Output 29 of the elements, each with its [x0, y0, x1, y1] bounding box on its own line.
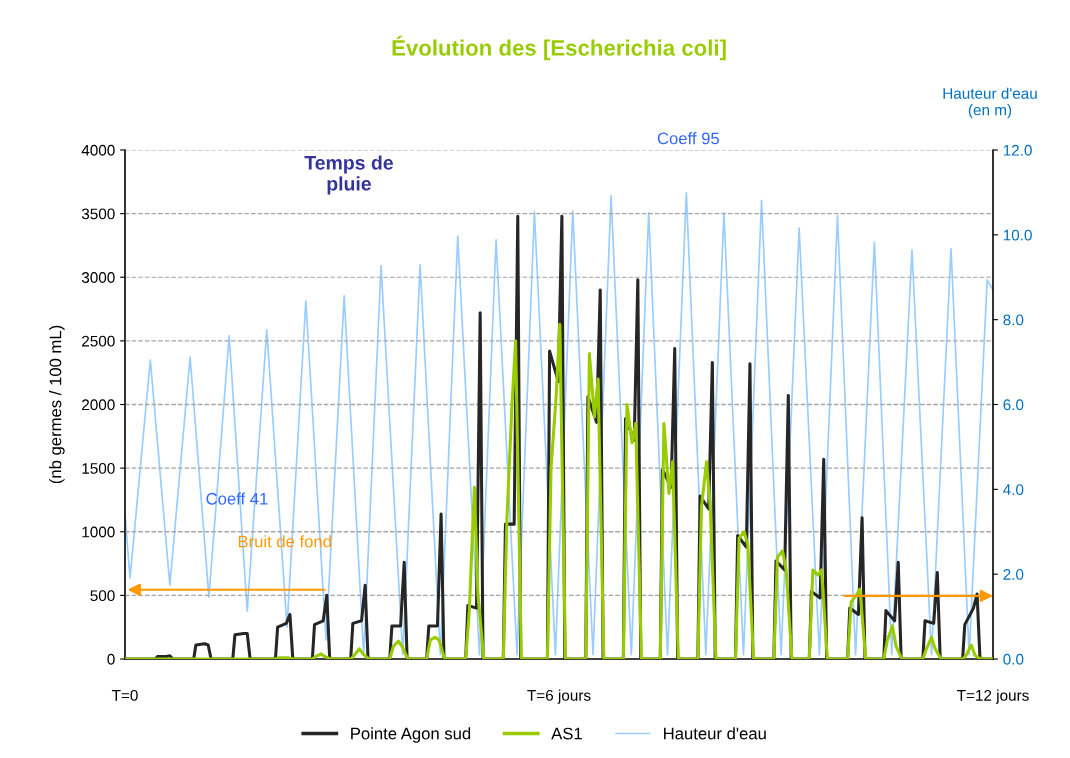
y-tick-label: 0: [107, 653, 115, 665]
y2-tick-label: 2.0: [1003, 569, 1024, 580]
y2-axis-title: Hauteur d'eau (en m): [943, 87, 1037, 119]
annotation: Coeff 41: [206, 492, 268, 505]
y2-tick-label: 10.0: [1003, 229, 1032, 241]
y2-tick-label: 6.0: [1003, 399, 1024, 411]
x-tick-label: T=6 jours: [527, 689, 591, 704]
y2-tick-label: 0.0: [1003, 653, 1024, 665]
y2-tick-label: 4.0: [1003, 484, 1024, 496]
chart-title: Évolution des [Escherichia coli]: [392, 35, 726, 61]
y2-tick-label: 12.0: [1003, 144, 1032, 156]
text: Coeff 95: [657, 132, 719, 145]
legend-label: AS1: [551, 727, 582, 740]
annotation: Temps de pluie: [304, 155, 393, 195]
x-tick-label: T=0: [111, 689, 138, 701]
y-axis-title: (nb germes / 100 mL): [49, 325, 65, 484]
y-tick-label: 1000: [82, 526, 115, 538]
y-tick-label: 3000: [81, 272, 115, 283]
y-tick-label: 500: [90, 590, 115, 602]
y-tick-label: 4000: [81, 144, 115, 156]
y-tick-label: 2000: [82, 399, 115, 411]
y-tick-label: 3500: [81, 208, 115, 220]
legend-label: Hauteur d'eau: [664, 727, 766, 740]
y2-tick-label: 8.0: [1003, 314, 1024, 326]
annotation: Bruit de fond: [238, 535, 331, 548]
y-tick-label: 1500: [82, 462, 115, 474]
x-tick-label: T=12 jours: [957, 689, 1029, 704]
y-tick-label: 2500: [82, 335, 115, 347]
legend-label: Pointe Agon sud: [351, 727, 471, 743]
